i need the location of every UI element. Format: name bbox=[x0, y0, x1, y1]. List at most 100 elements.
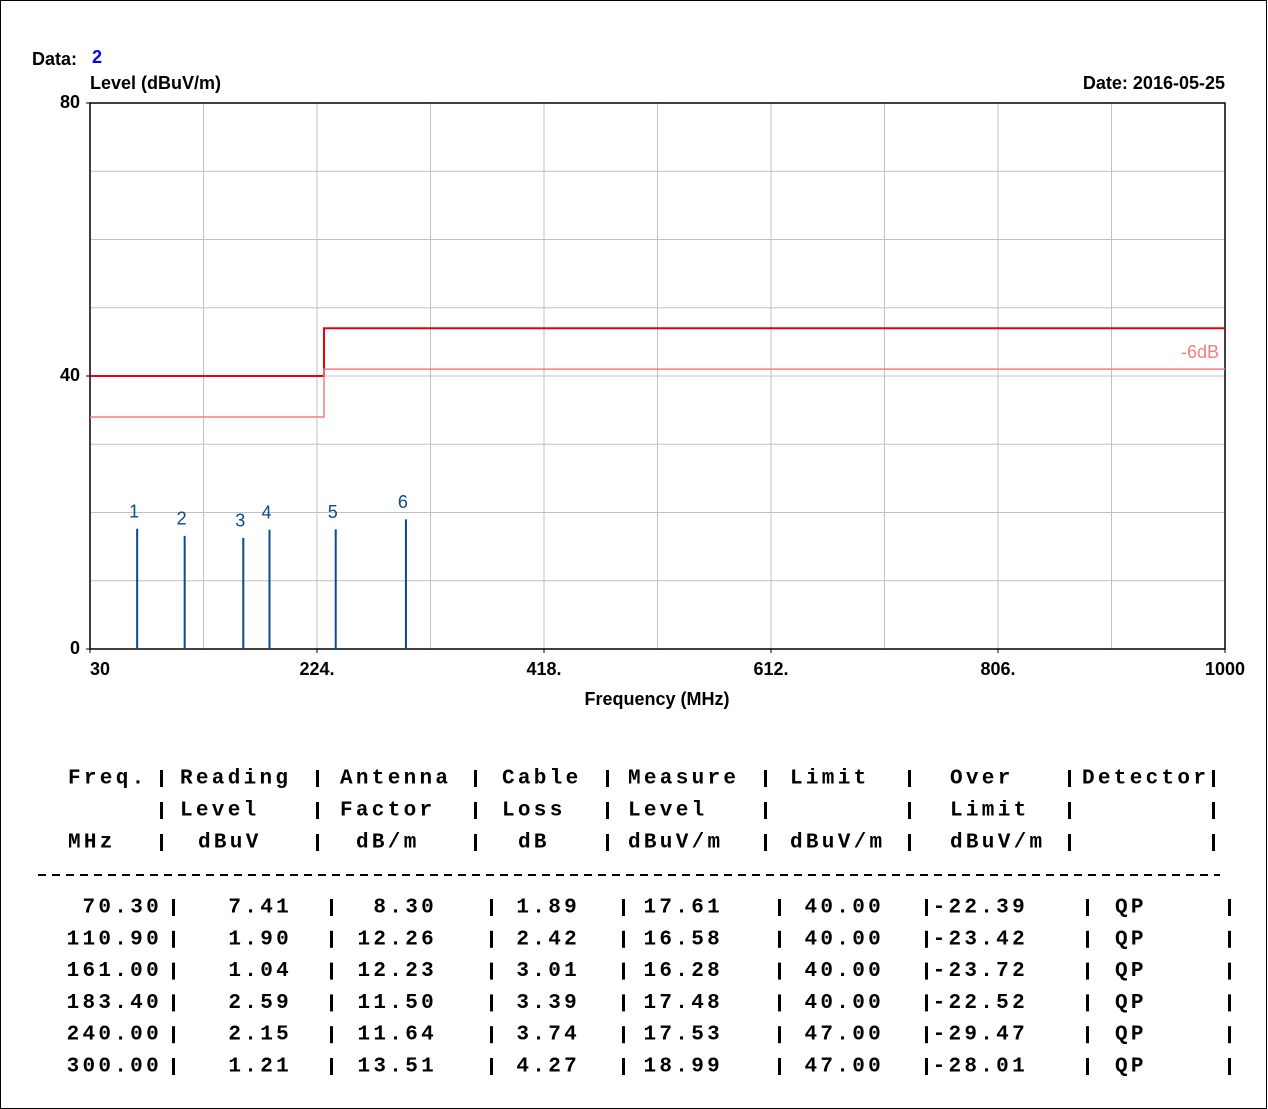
column-header: Over bbox=[950, 768, 1014, 791]
cell: -29.47 bbox=[933, 1024, 1028, 1047]
column-rule bbox=[1228, 1026, 1231, 1044]
column-rule bbox=[316, 834, 319, 851]
column-rule bbox=[490, 930, 493, 948]
column-rule bbox=[172, 1058, 175, 1075]
marker-label: 4 bbox=[261, 502, 271, 522]
cell: -22.39 bbox=[933, 897, 1028, 920]
column-rule bbox=[764, 802, 767, 819]
cell: 70.30 bbox=[82, 897, 162, 920]
column-rule bbox=[1086, 1026, 1089, 1044]
cell: QP bbox=[1115, 897, 1147, 920]
column-header: Loss bbox=[502, 800, 566, 823]
data-label: Data: bbox=[32, 49, 77, 69]
column-rule bbox=[925, 994, 928, 1012]
column-unit: dBuV/m bbox=[628, 832, 723, 855]
cell: 240.00 bbox=[67, 1024, 162, 1047]
column-rule bbox=[172, 930, 175, 948]
column-rule bbox=[172, 1026, 175, 1044]
column-rule bbox=[330, 962, 333, 980]
column-rule bbox=[1068, 834, 1071, 851]
marker-label: 1 bbox=[129, 502, 139, 522]
column-unit: dBuV bbox=[198, 832, 262, 855]
column-rule bbox=[474, 802, 477, 819]
column-header: Cable bbox=[502, 768, 582, 791]
cell: 3.01 bbox=[516, 960, 580, 983]
column-rule bbox=[622, 962, 625, 980]
column-rule bbox=[172, 962, 175, 980]
column-rule bbox=[778, 930, 781, 948]
marker-label: 2 bbox=[177, 509, 187, 529]
cell: 40.00 bbox=[804, 928, 884, 951]
cell: 2.59 bbox=[228, 992, 292, 1015]
column-rule bbox=[1086, 899, 1089, 916]
column-rule bbox=[778, 994, 781, 1012]
column-rule bbox=[606, 770, 609, 787]
cell: 18.99 bbox=[643, 1056, 723, 1079]
cell: -28.01 bbox=[933, 1056, 1028, 1079]
column-rule bbox=[1086, 930, 1089, 948]
column-header: Limit bbox=[950, 800, 1030, 823]
column-rule bbox=[1212, 802, 1215, 819]
column-unit: dBuV/m bbox=[790, 832, 885, 855]
column-unit: MHz bbox=[68, 832, 116, 855]
cell: 11.50 bbox=[357, 992, 437, 1015]
column-rule bbox=[908, 802, 911, 819]
cell: 161.00 bbox=[67, 960, 162, 983]
cell: QP bbox=[1115, 960, 1147, 983]
column-rule bbox=[490, 899, 493, 916]
column-rule bbox=[474, 834, 477, 851]
cell: 300.00 bbox=[67, 1056, 162, 1079]
column-rule bbox=[606, 802, 609, 819]
cell: 12.23 bbox=[357, 960, 437, 983]
column-rule bbox=[622, 1058, 625, 1075]
cell: -23.72 bbox=[933, 960, 1028, 983]
column-header: Measure bbox=[628, 768, 739, 791]
column-header: Level bbox=[180, 800, 260, 823]
cell: -22.52 bbox=[933, 992, 1028, 1015]
column-rule bbox=[160, 834, 163, 851]
column-rule bbox=[778, 899, 781, 916]
cell: 11.64 bbox=[357, 1024, 437, 1047]
column-rule bbox=[764, 834, 767, 851]
cell: 16.58 bbox=[643, 928, 723, 951]
column-rule bbox=[1068, 770, 1071, 787]
marker-label: 3 bbox=[235, 511, 245, 531]
column-rule bbox=[490, 1058, 493, 1075]
column-rule bbox=[330, 1058, 333, 1075]
cell: -23.42 bbox=[933, 928, 1028, 951]
column-unit: dB bbox=[518, 832, 550, 855]
column-rule bbox=[1068, 802, 1071, 819]
column-rule bbox=[622, 930, 625, 948]
date: Date: 2016-05-25 bbox=[1083, 73, 1225, 93]
cell: 1.04 bbox=[228, 960, 292, 983]
y-tick-label: 80 bbox=[60, 92, 80, 112]
column-rule bbox=[1228, 1058, 1231, 1075]
cell: 7.41 bbox=[228, 897, 292, 920]
cell: 13.51 bbox=[357, 1056, 437, 1079]
cell: 40.00 bbox=[804, 992, 884, 1015]
cell: 40.00 bbox=[804, 897, 884, 920]
cell: QP bbox=[1115, 928, 1147, 951]
column-rule bbox=[330, 930, 333, 948]
column-rule bbox=[160, 802, 163, 819]
cell: QP bbox=[1115, 1024, 1147, 1047]
column-rule bbox=[908, 770, 911, 787]
x-tick-label: 1000 bbox=[1205, 659, 1245, 679]
cell: QP bbox=[1115, 1056, 1147, 1079]
cell: 2.42 bbox=[516, 928, 580, 951]
column-rule bbox=[160, 770, 163, 787]
column-rule bbox=[622, 899, 625, 916]
cell: 47.00 bbox=[804, 1024, 884, 1047]
column-rule bbox=[490, 994, 493, 1012]
column-rule bbox=[925, 899, 928, 916]
column-rule bbox=[1228, 962, 1231, 980]
cell: 12.26 bbox=[357, 928, 437, 951]
cell: 183.40 bbox=[67, 992, 162, 1015]
cell: 1.90 bbox=[228, 928, 292, 951]
column-rule bbox=[1228, 930, 1231, 948]
column-rule bbox=[172, 899, 175, 916]
column-header: Reading bbox=[180, 768, 291, 791]
column-unit: dBuV/m bbox=[950, 832, 1045, 855]
column-rule bbox=[316, 770, 319, 787]
column-rule bbox=[764, 770, 767, 787]
